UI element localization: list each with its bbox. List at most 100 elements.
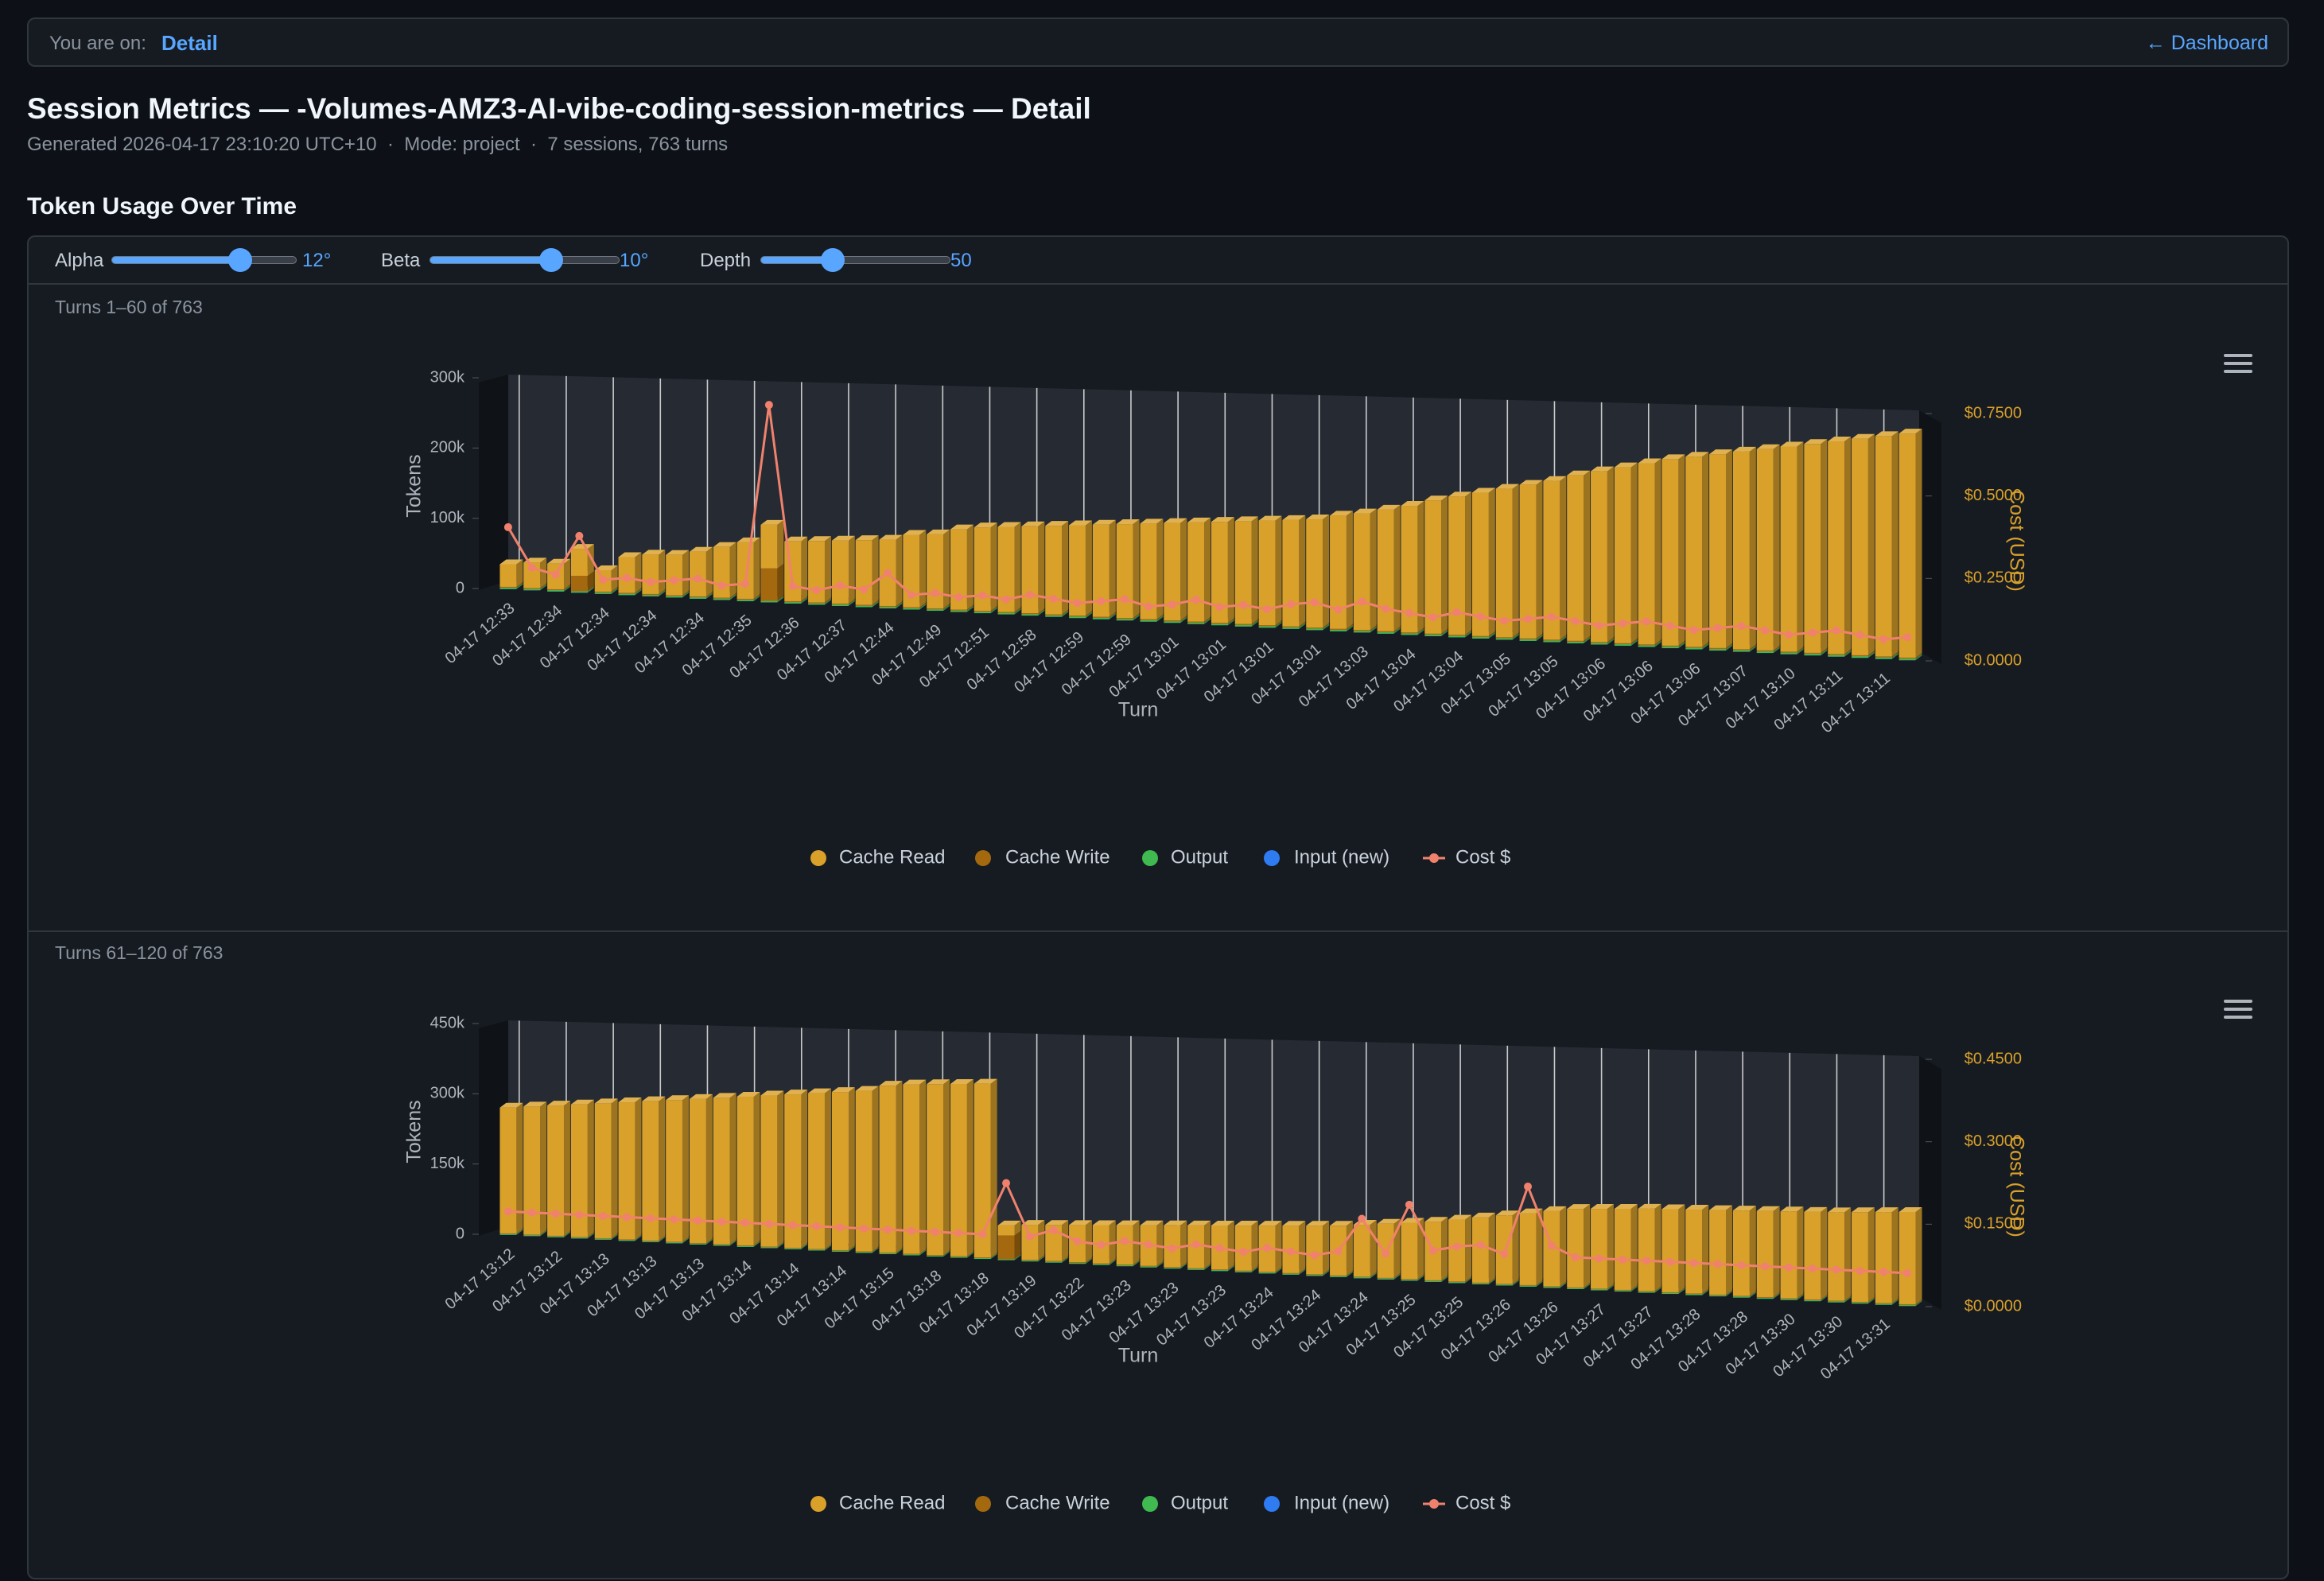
bar-side bbox=[1560, 637, 1567, 643]
bar-side bbox=[1891, 651, 1898, 658]
bar-side bbox=[659, 1096, 666, 1241]
bar-side bbox=[966, 1252, 974, 1258]
bar-top bbox=[1685, 452, 1709, 457]
bar-side bbox=[966, 1078, 974, 1257]
bar-side bbox=[1441, 495, 1448, 634]
bar-side bbox=[729, 1240, 736, 1246]
bar bbox=[903, 1254, 920, 1256]
cost-point bbox=[1049, 1226, 1058, 1234]
chart-subtitle: Turns 1–60 of 763 bbox=[55, 297, 203, 317]
bar-top bbox=[903, 1079, 927, 1085]
cost-point bbox=[1689, 1259, 1698, 1268]
bar-side bbox=[872, 600, 879, 608]
slider-thumb[interactable] bbox=[539, 248, 563, 272]
bar-side bbox=[1417, 1218, 1424, 1280]
bar-side bbox=[1797, 1294, 1804, 1300]
bar bbox=[1448, 1281, 1466, 1283]
bar bbox=[1898, 1303, 1916, 1305]
slider[interactable] bbox=[760, 256, 950, 264]
bar-side bbox=[1512, 1279, 1519, 1285]
cost-point bbox=[1832, 1265, 1840, 1274]
bar-side bbox=[1607, 637, 1614, 643]
bar-side bbox=[516, 581, 523, 589]
bar-side bbox=[682, 1237, 690, 1243]
breadcrumb-current[interactable]: Detail bbox=[161, 31, 218, 55]
bar bbox=[594, 1237, 612, 1239]
chart-menu[interactable] bbox=[2224, 354, 2252, 373]
legend-item[interactable]: Output bbox=[1142, 1492, 1228, 1513]
bar bbox=[1377, 1277, 1394, 1279]
bar bbox=[713, 1097, 730, 1245]
bar bbox=[1567, 640, 1584, 643]
bar bbox=[1591, 471, 1607, 643]
bar-side bbox=[919, 1249, 927, 1255]
bar bbox=[974, 1257, 991, 1258]
legend-item[interactable]: Input (new) bbox=[1264, 846, 1389, 868]
slider-thumb[interactable] bbox=[821, 248, 845, 272]
bar-top bbox=[1045, 1220, 1069, 1226]
bar-top bbox=[1875, 1207, 1898, 1213]
dashboard-link[interactable]: ← Dashboard bbox=[2145, 32, 2268, 54]
bar bbox=[1567, 1288, 1584, 1289]
bar-side bbox=[729, 1239, 736, 1245]
bar bbox=[950, 610, 967, 612]
bar-side bbox=[824, 1245, 831, 1251]
cost-point bbox=[599, 575, 608, 584]
bar-side bbox=[1821, 647, 1828, 655]
slider[interactable] bbox=[111, 256, 297, 264]
bar-top bbox=[1804, 439, 1828, 445]
bar-side bbox=[1821, 1294, 1828, 1300]
right-wall bbox=[1919, 410, 1941, 664]
bar-top bbox=[1875, 431, 1898, 437]
legend-item[interactable]: Cost $ bbox=[1423, 1492, 1510, 1513]
bar bbox=[1282, 627, 1300, 629]
legend-item[interactable]: Output bbox=[1142, 846, 1228, 868]
bar bbox=[784, 1094, 802, 1248]
bar-side bbox=[635, 552, 642, 593]
legend-item[interactable]: Input (new) bbox=[1264, 1492, 1389, 1513]
bar-side bbox=[1797, 1295, 1804, 1300]
legend-label: Cache Read bbox=[839, 846, 945, 868]
bar bbox=[1638, 645, 1655, 647]
bar bbox=[1448, 635, 1466, 638]
bar-side bbox=[848, 1087, 855, 1250]
chart-menu[interactable] bbox=[2224, 1000, 2252, 1019]
legend-item[interactable]: Cache Write bbox=[975, 1492, 1110, 1513]
bar-top bbox=[1804, 1206, 1828, 1212]
cost-point bbox=[883, 569, 892, 577]
bar-side bbox=[1227, 1265, 1234, 1272]
bar-top bbox=[1140, 519, 1164, 524]
cost-point bbox=[1310, 598, 1319, 607]
legend-item[interactable]: Cache Read bbox=[810, 846, 945, 868]
bar-side bbox=[563, 585, 570, 592]
bar bbox=[831, 540, 849, 604]
bar bbox=[690, 596, 706, 598]
bar bbox=[1234, 521, 1252, 624]
legend-item[interactable]: Cache Read bbox=[810, 1492, 945, 1513]
cost-point bbox=[1808, 628, 1817, 637]
legend-item[interactable]: Cost $ bbox=[1423, 846, 1510, 868]
bar-top bbox=[1258, 1221, 1282, 1226]
legend-marker bbox=[975, 1496, 991, 1512]
bar-side bbox=[896, 1081, 903, 1253]
y2-tick-label: $0.0000 bbox=[1965, 1297, 2022, 1315]
bar-side bbox=[1678, 454, 1685, 646]
bar bbox=[1495, 637, 1513, 639]
bar-side bbox=[1891, 1298, 1898, 1304]
bar bbox=[1330, 515, 1347, 629]
slider-thumb[interactable] bbox=[228, 248, 252, 272]
legend-item[interactable]: Cache Write bbox=[975, 846, 1110, 868]
bar-side bbox=[516, 1229, 523, 1235]
bar bbox=[1401, 633, 1418, 635]
slider[interactable] bbox=[429, 256, 620, 264]
bar-side bbox=[540, 1101, 547, 1235]
bar bbox=[642, 1101, 659, 1241]
cost-point bbox=[1144, 602, 1152, 611]
bar-side bbox=[1536, 1280, 1543, 1287]
bar-side bbox=[1227, 1266, 1234, 1272]
bar-side bbox=[729, 595, 736, 600]
bar-top bbox=[594, 565, 618, 570]
bar-side bbox=[1370, 627, 1377, 633]
bar bbox=[879, 1253, 896, 1254]
bar-top bbox=[1021, 521, 1045, 526]
